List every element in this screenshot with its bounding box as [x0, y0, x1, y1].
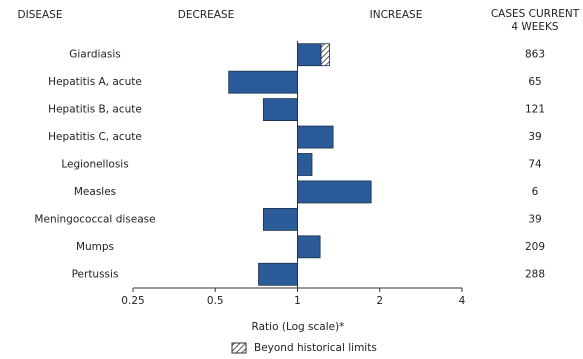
header-decrease: DECREASE — [178, 9, 234, 21]
bar — [262, 207, 298, 231]
disease-label: Legionellosis — [61, 159, 128, 171]
header-cases: CASES CURRENT — [491, 8, 580, 20]
disease-label: Meningococcal disease — [34, 213, 155, 225]
disease-label: Pertussis — [72, 268, 119, 280]
cases-value: 39 — [528, 213, 541, 225]
bar — [228, 70, 298, 94]
disease-label: Hepatitis C, acute — [48, 131, 142, 143]
cases-value: 288 — [525, 268, 545, 280]
bar — [297, 235, 321, 259]
x-axis-title: Ratio (Log scale)* — [252, 321, 345, 333]
bar-beyond-limits — [320, 43, 330, 67]
bar — [297, 153, 313, 176]
cases-value: 74 — [528, 159, 542, 171]
legend-swatch — [231, 342, 247, 354]
header-increase: INCREASE — [370, 9, 423, 21]
x-tick-label: 4 — [459, 295, 466, 307]
cases-value: 65 — [528, 76, 541, 88]
x-tick-label: 0.25 — [121, 295, 144, 307]
bar — [297, 125, 334, 149]
disease-label: Giardiasis — [69, 49, 121, 61]
cases-value: 209 — [525, 241, 545, 253]
x-tick-label: 1 — [294, 295, 301, 307]
header-cases: 4 WEEKS — [511, 21, 559, 33]
legend-label: Beyond historical limits — [254, 342, 377, 354]
cases-value: 863 — [525, 49, 545, 61]
disease-label: Hepatitis A, acute — [48, 76, 142, 88]
header-disease: DISEASE — [18, 9, 63, 21]
disease-label: Hepatitis B, acute — [48, 104, 142, 116]
cases-value: 121 — [525, 104, 545, 116]
cases-value: 6 — [532, 186, 539, 198]
bar — [297, 43, 322, 67]
x-tick-label: 2 — [376, 295, 383, 307]
bar — [297, 180, 372, 204]
bar — [258, 262, 298, 286]
disease-label: Measles — [74, 186, 116, 198]
bar — [262, 98, 298, 122]
disease-label: Mumps — [76, 241, 114, 253]
x-tick-label: 0.5 — [207, 295, 224, 307]
cases-value: 39 — [528, 131, 541, 143]
